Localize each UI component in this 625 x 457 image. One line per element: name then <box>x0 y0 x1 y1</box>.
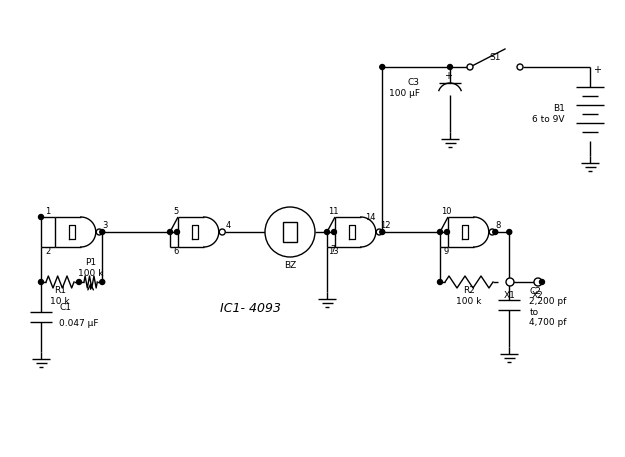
Text: 9: 9 <box>443 248 449 256</box>
Text: P1
100 k: P1 100 k <box>78 258 103 278</box>
Text: 5: 5 <box>173 207 179 217</box>
Circle shape <box>219 229 225 235</box>
Circle shape <box>96 229 102 235</box>
Bar <box>283 222 297 242</box>
Circle shape <box>168 229 172 234</box>
Circle shape <box>380 64 385 69</box>
Circle shape <box>444 229 449 234</box>
Text: 10: 10 <box>441 207 451 217</box>
Text: C1: C1 <box>59 303 71 312</box>
Circle shape <box>324 229 329 234</box>
Text: 4: 4 <box>226 220 231 229</box>
Circle shape <box>517 64 523 70</box>
Text: +: + <box>444 71 452 81</box>
Text: BZ: BZ <box>284 260 296 270</box>
Text: 14: 14 <box>365 213 376 222</box>
Circle shape <box>100 280 105 285</box>
Text: 2: 2 <box>46 248 51 256</box>
Circle shape <box>265 207 315 257</box>
Circle shape <box>534 278 542 286</box>
Text: 6: 6 <box>173 248 179 256</box>
Text: R1
10 k: R1 10 k <box>50 286 70 306</box>
Text: +: + <box>593 65 601 75</box>
Circle shape <box>174 229 179 234</box>
Text: 7: 7 <box>331 245 336 255</box>
Circle shape <box>539 280 544 285</box>
Circle shape <box>448 64 452 69</box>
Circle shape <box>76 280 81 285</box>
Text: X2: X2 <box>532 292 544 301</box>
Text: 13: 13 <box>328 248 338 256</box>
Circle shape <box>100 229 105 234</box>
Text: C3
100 μF: C3 100 μF <box>389 78 420 98</box>
Circle shape <box>438 280 442 285</box>
Text: 12: 12 <box>380 220 391 229</box>
Circle shape <box>380 229 385 234</box>
Circle shape <box>489 229 495 235</box>
Text: 8: 8 <box>496 220 501 229</box>
Circle shape <box>506 278 514 286</box>
Text: B1
6 to 9V: B1 6 to 9V <box>532 104 565 124</box>
Text: 3: 3 <box>102 220 108 229</box>
Text: X1: X1 <box>504 292 516 301</box>
Circle shape <box>39 280 44 285</box>
Text: 1: 1 <box>46 207 51 217</box>
Text: R2
100 k: R2 100 k <box>456 286 482 306</box>
Text: 0.047 μF: 0.047 μF <box>59 319 99 329</box>
Circle shape <box>376 229 382 235</box>
Circle shape <box>39 214 44 219</box>
Text: S1: S1 <box>489 53 501 62</box>
Circle shape <box>492 229 498 234</box>
Circle shape <box>507 229 512 234</box>
Text: C2
2,200 pf
to
4,700 pf: C2 2,200 pf to 4,700 pf <box>529 287 567 327</box>
Circle shape <box>331 229 336 234</box>
Text: IC1- 4093: IC1- 4093 <box>219 303 281 315</box>
Text: 11: 11 <box>328 207 338 217</box>
Circle shape <box>438 229 442 234</box>
Circle shape <box>467 64 473 70</box>
